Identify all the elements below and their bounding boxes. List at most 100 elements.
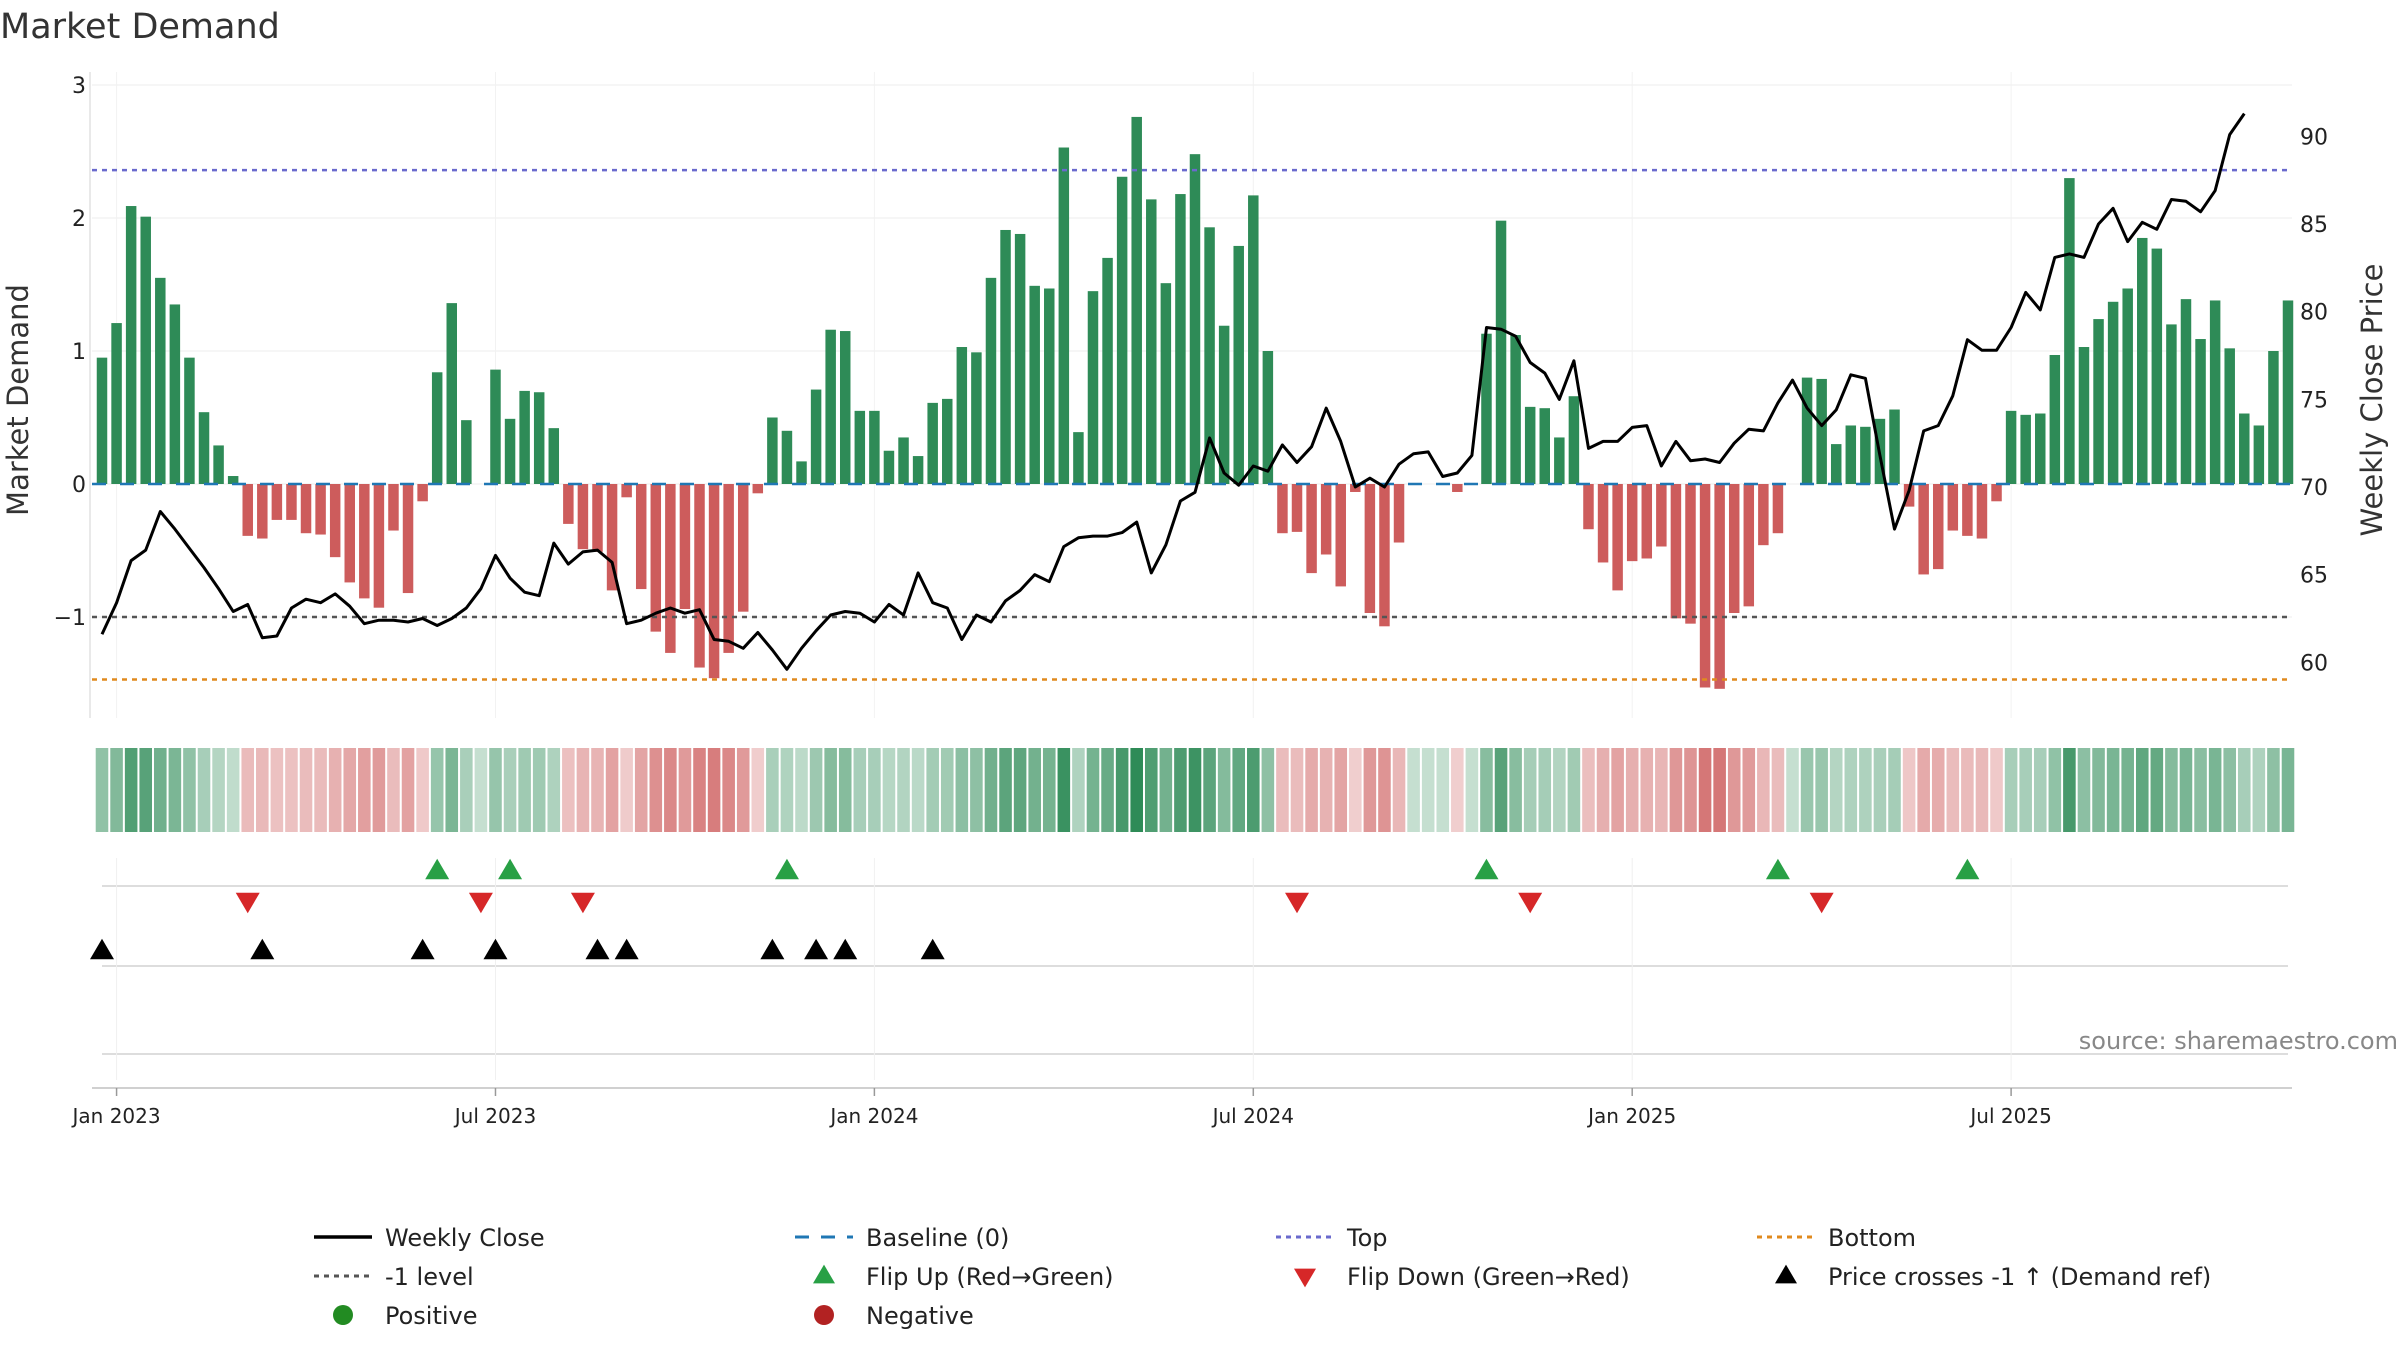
demand-bar: [373, 484, 385, 608]
heat-cell: [1844, 748, 1858, 832]
legend-flip-up-label: Flip Up (Red→Green): [866, 1263, 1114, 1291]
heat-cell: [926, 748, 939, 832]
heat-cell: [576, 748, 590, 832]
demand-bar: [1641, 484, 1653, 559]
heat-cell: [1407, 748, 1420, 832]
heat-cell: [1217, 748, 1231, 832]
demand-bar: [257, 484, 268, 539]
demand-bar: [1860, 426, 1871, 484]
demand-bar: [1976, 484, 1988, 539]
demand-bar: [1728, 484, 1740, 614]
heat-cell: [372, 748, 386, 832]
demand-bar: [1029, 285, 1040, 484]
demand-bar: [723, 484, 734, 653]
demand-bar: [1393, 484, 1405, 543]
y-left-tick-label: 1: [72, 340, 86, 365]
heat-cell: [1655, 748, 1668, 832]
x-tick-label: Jul 2025: [1968, 1104, 2051, 1128]
signal-marker-panel: [90, 858, 2288, 1080]
heat-cell: [1174, 748, 1187, 832]
heat-cell: [95, 748, 109, 832]
heat-cell: [1902, 748, 1916, 832]
demand-bar: [533, 392, 545, 484]
flip-up-marker: [1955, 858, 1980, 880]
price-cross-marker: [483, 938, 508, 960]
flip-up-marker: [498, 858, 523, 880]
demand-bar: [1918, 484, 1929, 575]
price-cross-marker: [250, 938, 275, 960]
demand-bar: [1306, 484, 1317, 574]
heat-cell: [2033, 748, 2047, 832]
demand-bar: [2005, 410, 2017, 484]
demand-bar: [971, 352, 982, 484]
demand-bar: [1291, 484, 1303, 532]
heat-cell: [430, 748, 444, 832]
heat-cell: [1786, 748, 1799, 832]
heat-cell: [1698, 748, 1712, 832]
heat-cell: [838, 748, 852, 832]
heat-cell: [955, 748, 969, 832]
heat-cell: [547, 748, 561, 832]
heat-cell: [1101, 748, 1114, 832]
demand-bar: [329, 484, 341, 558]
heat-cell: [736, 748, 750, 832]
heat-cell: [139, 748, 152, 832]
heat-cell: [1538, 748, 1552, 832]
heat-cell: [970, 748, 983, 832]
heat-cell: [1757, 748, 1770, 832]
demand-bar: [694, 484, 705, 668]
demand-bar: [1568, 396, 1580, 484]
demand-bar: [839, 331, 851, 484]
heat-cell: [707, 748, 721, 832]
heat-cell: [124, 748, 138, 832]
demand-bar: [446, 303, 457, 484]
demand-bar: [956, 347, 968, 484]
legend-flip-up-swatch: [813, 1264, 835, 1284]
flip-up-marker: [1474, 858, 1499, 880]
source-credit: source: sharemaestro.com: [2079, 1027, 2398, 1055]
demand-bar: [359, 484, 370, 599]
heat-cell: [853, 748, 867, 832]
demand-bar: [1320, 484, 1332, 555]
flip-down-marker: [570, 892, 595, 914]
heat-cell: [518, 748, 531, 832]
demand-bar: [592, 484, 603, 552]
y-right-tick-label: 80: [2300, 301, 2328, 326]
heat-cell: [1888, 748, 1901, 832]
heat-cell: [1319, 748, 1333, 832]
demand-bar: [2282, 300, 2294, 484]
demand-bar: [1087, 291, 1099, 484]
heat-cell: [387, 748, 400, 832]
price-cross-marker: [90, 938, 114, 960]
legend-weekly-close-label: Weekly Close: [385, 1224, 545, 1252]
demand-bar: [1597, 484, 1609, 563]
heat-cell: [532, 748, 546, 832]
heat-cell: [2092, 748, 2105, 832]
demand-bar: [169, 304, 181, 484]
demand-bar: [1335, 484, 1346, 587]
legend-negative-label: Negative: [866, 1302, 974, 1330]
heat-cell: [2267, 748, 2280, 832]
legend-baseline-label: Baseline (0): [866, 1224, 1009, 1252]
heat-cell: [1232, 748, 1245, 832]
heat-cell: [183, 748, 196, 832]
heat-cell: [809, 748, 823, 832]
demand-bar: [1481, 333, 1492, 484]
heat-cell: [110, 748, 123, 832]
legend-top-label: Top: [1346, 1224, 1388, 1252]
flip-down-marker: [1809, 892, 1834, 914]
heat-cell: [2194, 748, 2207, 832]
heat-cell: [766, 748, 779, 832]
heat-cell: [2165, 748, 2178, 832]
demand-bar: [2239, 413, 2250, 484]
demand-bar: [1000, 229, 1011, 484]
heat-cell: [1290, 748, 1304, 832]
heat-cell: [1057, 748, 1071, 832]
heat-cell: [416, 748, 429, 832]
y-left-tick-label: 0: [72, 473, 86, 498]
heat-cell: [897, 748, 910, 832]
demand-bar: [752, 484, 764, 494]
heat-cell: [1421, 748, 1435, 832]
demand-bar: [1801, 377, 1813, 484]
